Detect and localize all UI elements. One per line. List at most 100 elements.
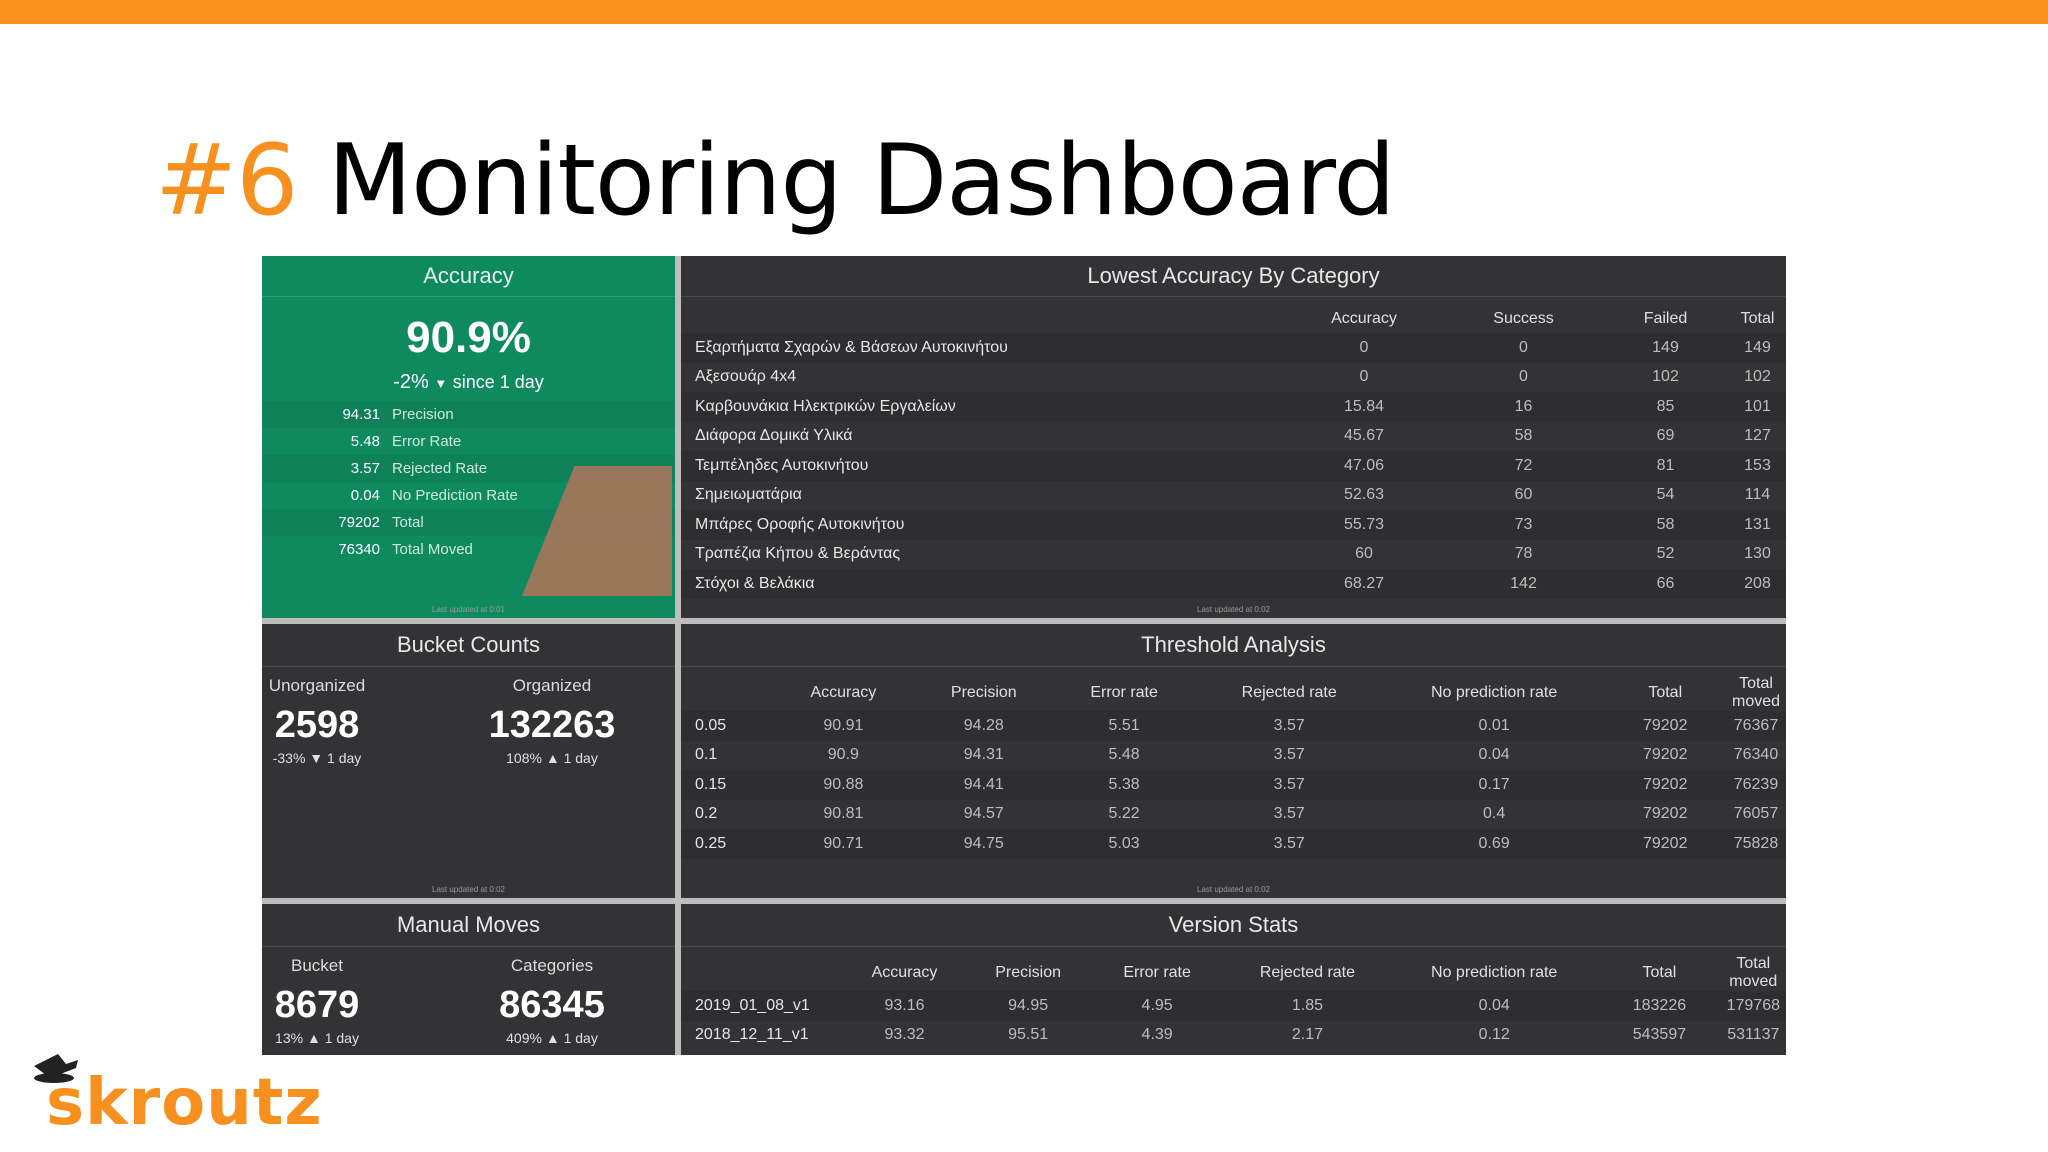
table-cell: 79202 <box>1604 829 1726 859</box>
row-label: 0.15 <box>681 770 773 800</box>
table-cell: 5.22 <box>1108 805 1140 823</box>
accuracy-value: 90.9% <box>406 313 531 362</box>
table-row: Στόχοι & Βελάκια 68.27 142 66 208 <box>681 569 1786 599</box>
table-cell: 0 <box>1283 333 1445 363</box>
row-label: Διάφορα Δομικά Υλικά <box>695 427 853 445</box>
table-cell: 3.57 <box>1194 770 1384 800</box>
row-label: 0.05 <box>681 711 773 741</box>
table-cell: 0 <box>1519 368 1528 386</box>
row-label: Σημειωματάρια <box>695 486 802 504</box>
row-label: Τεμπέληδες Αυτοκινήτου <box>681 451 1283 481</box>
table-cell: 76057 <box>1733 805 1779 823</box>
metric-row: 0.04 No Prediction Rate <box>350 487 518 504</box>
table-row: Σημειωματάρια 52.63 60 54 114 <box>681 481 1786 511</box>
slide-title: #6 Monitoring Dashboard <box>155 122 1396 240</box>
last-updated: Last updated at 0:02 <box>1197 605 1270 614</box>
row-label: Μπάρες Οροφής Αυτοκινήτου <box>681 510 1283 540</box>
table-cell: 55.73 <box>1283 510 1445 540</box>
row-label: 0.1 <box>695 746 718 764</box>
table-cell: 5.48 <box>1108 746 1140 764</box>
last-updated: Last updated at 0:02 <box>432 885 505 894</box>
table-cell: 90.88 <box>772 770 915 800</box>
table-cell: 76340 <box>1733 746 1779 764</box>
table-row: 2018_12_11_v1 93.32 95.51 4.39 2.17 0.12 54359… <box>681 1021 1786 1051</box>
table-cell: 76367 <box>1725 711 1786 741</box>
accuracy-change: -2% ▼ since 1 day <box>262 369 675 397</box>
table-cell: 0.69 <box>1383 829 1605 859</box>
table-cell: 60 <box>1355 545 1373 563</box>
accuracy-change-value: -2% <box>393 371 429 393</box>
version-stats-panel: Version Stats Accuracy Precision Error r… <box>681 904 1786 1055</box>
logo-text: skroutz <box>46 1066 323 1140</box>
table-cell: 543597 <box>1632 1026 1687 1044</box>
table-cell: 79202 <box>1642 746 1688 764</box>
last-updated: Last updated at 0:02 <box>1197 885 1270 894</box>
table-cell: 90.91 <box>772 711 915 741</box>
table-cell: 68.27 <box>1283 569 1445 599</box>
table-row: 0.15 90.88 94.41 5.38 3.57 0.17 79202 76239 <box>681 770 1786 800</box>
table-cell: 0 <box>1359 368 1369 386</box>
caret-up-icon: ▲ <box>545 750 560 766</box>
table-cell: 47.06 <box>1283 451 1445 481</box>
row-label: Καρβουνάκια Ηλεκτρικών Εργαλείων <box>681 392 1283 422</box>
threshold-panel: Threshold Analysis Accuracy Precision Er… <box>681 624 1786 898</box>
manual-moves-panel: Manual Moves Bucket 8679 13% ▲ 1 day Cat… <box>262 904 675 1055</box>
table-cell: 73 <box>1445 510 1602 540</box>
table-cell: 93.16 <box>842 991 967 1021</box>
table-cell: 52 <box>1656 545 1675 563</box>
caret-down-icon: ▼ <box>309 750 324 766</box>
table-cell: 69 <box>1656 427 1675 445</box>
table-row: 0.25 90.71 94.75 5.03 3.57 0.69 79202 75828 <box>681 829 1786 859</box>
slide-number: #6 <box>155 124 298 238</box>
table-cell: 153 <box>1729 451 1786 481</box>
bucket-counts-title: Bucket Counts <box>262 624 675 667</box>
version-stats-title: Version Stats <box>681 904 1786 947</box>
bucket-counts-panel: Bucket Counts Unorganized 2598 -33% ▼ 1 … <box>262 624 675 898</box>
metric-row: 5.48 Error Rate <box>350 433 462 450</box>
caret-down-icon: ▼ <box>434 376 448 391</box>
table-cell: 54 <box>1656 486 1675 504</box>
table-cell: 0.04 <box>1478 746 1510 764</box>
table-cell: 94.57 <box>963 805 1004 823</box>
version-stats-table: Accuracy Precision Error rate Rejected r… <box>681 955 1786 1050</box>
metric-row: 76340 Total Moved <box>338 541 473 558</box>
table-cell: 90.71 <box>772 829 915 859</box>
table-cell: 183226 <box>1598 991 1721 1021</box>
table-cell: 149 <box>1602 333 1729 363</box>
table-row: Μπάρες Οροφής Αυτοκινήτου 55.73 73 58 131 <box>681 510 1786 540</box>
table-cell: 0.12 <box>1478 1026 1510 1044</box>
table-cell: 0.4 <box>1482 805 1506 823</box>
row-label: Αξεσουάρ 4x4 <box>695 368 797 386</box>
caret-up-icon: ▲ <box>306 1030 321 1046</box>
row-label: Στόχοι & Βελάκια <box>681 569 1283 599</box>
table-cell: 90.9 <box>827 746 859 764</box>
table-cell: 3.57 <box>1194 711 1384 741</box>
table-cell: 5.03 <box>1053 829 1195 859</box>
manual-bucket: Bucket 8679 13% ▲ 1 day <box>274 956 360 1046</box>
table-cell: 94.31 <box>963 746 1004 764</box>
table-cell: 81 <box>1602 451 1729 481</box>
table-cell: 2.17 <box>1291 1026 1323 1044</box>
caret-up-icon: ▲ <box>545 1030 560 1046</box>
accuracy-since: since 1 day <box>452 372 544 392</box>
table-cell: 4.95 <box>1089 991 1225 1021</box>
table-row: Αξεσουάρ 4x4 0 0 102 102 <box>681 363 1786 393</box>
slide-title-text: Monitoring Dashboard <box>327 124 1396 238</box>
table-cell: 15.84 <box>1283 392 1445 422</box>
table-cell: 131 <box>1729 510 1786 540</box>
accuracy-panel: Accuracy 90.9% -2% ▼ since 1 day 94.31 Pr… <box>262 256 675 618</box>
table-cell: 102 <box>1744 368 1771 386</box>
table-cell: 130 <box>1744 545 1771 563</box>
table-cell: 179768 <box>1720 991 1786 1021</box>
lowest-accuracy-title: Lowest Accuracy By Category <box>681 256 1786 297</box>
table-cell: 149 <box>1729 333 1786 363</box>
table-cell: 94.75 <box>914 829 1054 859</box>
accuracy-panel-title: Accuracy <box>262 256 675 297</box>
table-cell: 52.63 <box>1343 486 1385 504</box>
table-cell: 94.41 <box>914 770 1054 800</box>
table-cell: 4.39 <box>1141 1026 1173 1044</box>
table-cell: 58 <box>1514 427 1533 445</box>
row-label: 2019_01_08_v1 <box>681 991 843 1021</box>
row-label: 0.25 <box>681 829 773 859</box>
table-cell: 95.51 <box>1008 1026 1049 1044</box>
